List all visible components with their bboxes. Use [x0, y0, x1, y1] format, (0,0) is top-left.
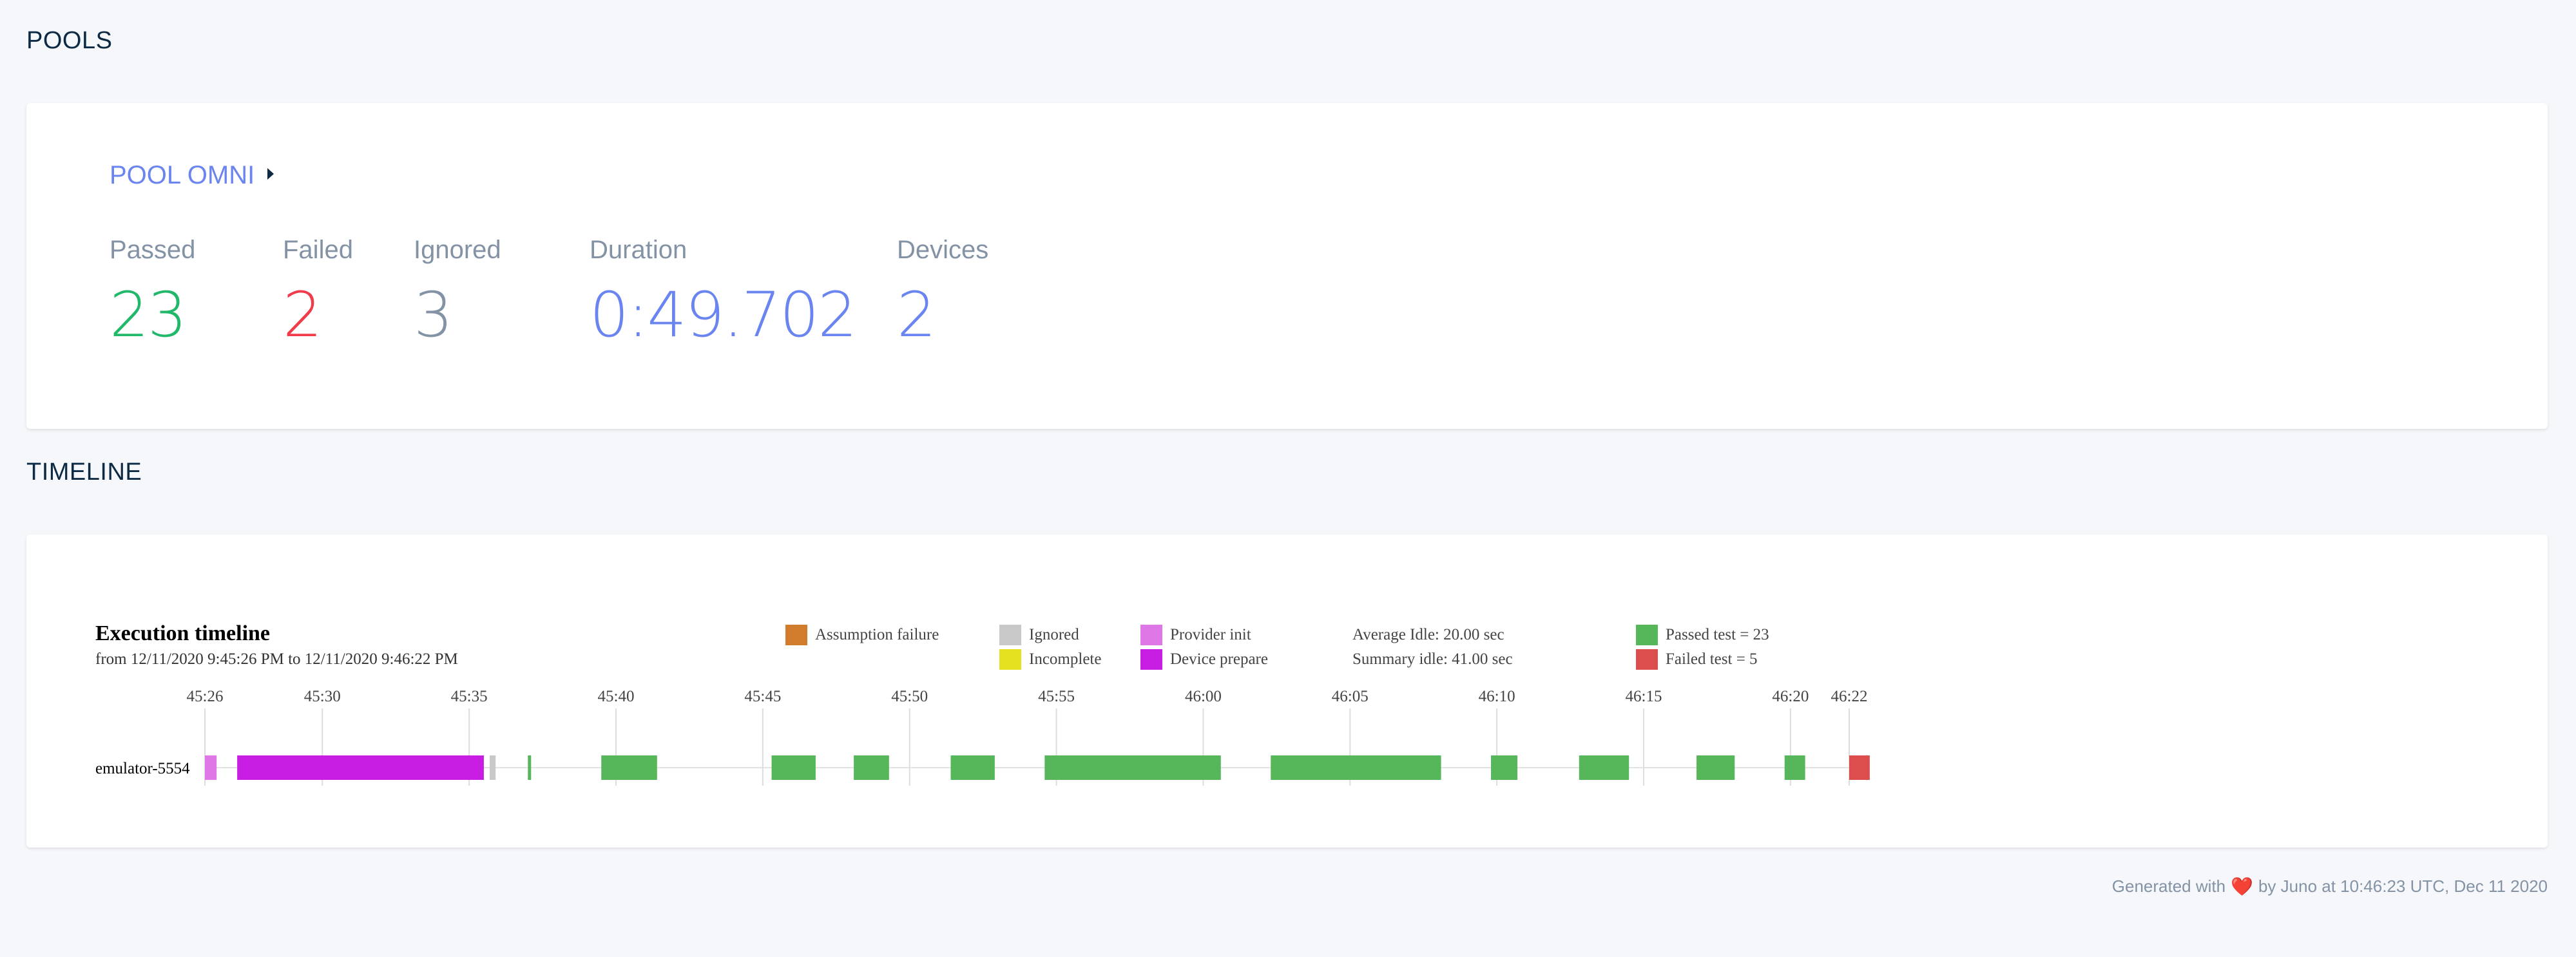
x-tick-label: 45:26	[187, 688, 224, 705]
row-device-label: emulator-5554	[95, 760, 190, 777]
legend-provider-init: Provider init	[1140, 625, 1251, 645]
footer-suffix: by Juno at 10:46:23 UTC, Dec 11 2020	[2258, 876, 2548, 896]
legend-label: Ignored	[1029, 626, 1079, 643]
legend-failed: Failed test = 5	[1636, 649, 1758, 670]
heart-icon: ❤️	[2231, 876, 2253, 896]
timeline-segment-passed	[1579, 755, 1629, 780]
stat-label: Ignored	[414, 236, 501, 264]
x-tick-label: 46:05	[1332, 688, 1369, 705]
stat-value: 3	[414, 279, 453, 351]
x-tick-label: 46:20	[1772, 688, 1809, 705]
stat-ignored: Ignored 3	[414, 236, 501, 351]
legend-swatch	[999, 649, 1021, 670]
legend-swatch	[1636, 649, 1658, 670]
stat-value: 2	[283, 279, 322, 351]
timeline-segment-device-prepare	[237, 755, 484, 780]
stat-label: Failed	[283, 236, 353, 264]
legend-swatch	[785, 625, 807, 645]
stat-value: 2	[897, 279, 936, 351]
legend-label: Device prepare	[1170, 650, 1268, 668]
timeline-section-title: TIMELINE	[26, 459, 142, 486]
timeline-title: Execution timeline	[95, 621, 271, 645]
x-tick-label: 46:10	[1479, 688, 1515, 705]
footer: Generated with ❤️ by Juno at 10:46:23 UT…	[2112, 876, 2548, 897]
pool-card: POOL OMNI Passed 23 Failed 2 Ignored 3 D…	[26, 103, 2548, 429]
legend-incomplete: Incomplete	[999, 649, 1101, 670]
timeline-segment-passed	[1784, 755, 1805, 780]
x-tick-label: 45:55	[1038, 688, 1075, 705]
timeline-segment-passed	[601, 755, 657, 780]
timeline-chart: 45:26 45:30 45:35 45:40 45:45 45:50 45:55 46:00…	[95, 688, 1870, 786]
stat-label: Duration	[590, 236, 687, 264]
legend-label: Failed test = 5	[1666, 650, 1758, 668]
timeline-segment-passed	[950, 755, 995, 780]
stat-passed: Passed 23	[110, 236, 195, 351]
stat-devices: Devices 2	[897, 236, 988, 351]
average-idle: Average Idle: 20.00 sec	[1352, 626, 1504, 643]
timeline-subtitle: from 12/11/2020 9:45:26 PM to 12/11/2020…	[95, 650, 458, 668]
timeline-segment-passed	[854, 755, 889, 780]
timeline-segment-provider-init	[205, 755, 217, 780]
x-tick-label: 45:35	[451, 688, 488, 705]
legend-passed: Passed test = 23	[1636, 625, 1769, 645]
timeline-card: Execution timeline from 12/11/2020 9:45:…	[26, 535, 2548, 848]
pool-link[interactable]: POOL OMNI	[110, 161, 274, 190]
legend-label: Assumption failure	[815, 626, 939, 643]
stat-value: 0:49.702	[590, 279, 857, 351]
timeline-segment-passed	[528, 755, 532, 780]
x-tick-label: 45:30	[304, 688, 341, 705]
legend-label: Passed test = 23	[1666, 626, 1769, 643]
timeline-segment-passed	[1044, 755, 1221, 780]
stat-duration: Duration 0:49.702	[590, 236, 857, 351]
timeline-segment-ignored	[490, 755, 496, 780]
stat-failed: Failed 2	[283, 236, 353, 351]
legend-label: Provider init	[1170, 626, 1251, 643]
legend-swatch	[1636, 625, 1658, 645]
stat-value: 23	[110, 279, 187, 351]
legend-swatch	[1140, 649, 1162, 670]
pools-section-title: POOLS	[26, 27, 113, 54]
timeline-segment-passed	[771, 755, 816, 780]
stat-label: Devices	[897, 236, 989, 264]
x-tick-label: 46:00	[1185, 688, 1222, 705]
legend-swatch	[1140, 625, 1162, 645]
timeline-segment-passed	[1271, 755, 1441, 780]
pool-name: POOL OMNI	[110, 161, 255, 189]
timeline-segment-passed	[1491, 755, 1518, 780]
summary-idle: Summary idle: 41.00 sec	[1352, 650, 1513, 668]
x-tick-label: 46:15	[1626, 688, 1662, 705]
legend-swatch	[999, 625, 1021, 645]
timeline-segment-failed	[1849, 755, 1870, 780]
x-tick-label: 45:40	[598, 688, 635, 705]
x-tick-label: 46:22	[1831, 688, 1868, 705]
legend-device-prepare: Device prepare	[1140, 649, 1268, 670]
timeline-segment-passed	[1697, 755, 1735, 780]
x-tick-label: 45:45	[744, 688, 781, 705]
stat-label: Passed	[110, 236, 196, 264]
legend-label: Incomplete	[1029, 650, 1102, 668]
legend-assumption-failure: Assumption failure	[785, 625, 939, 645]
legend-ignored: Ignored	[999, 625, 1079, 645]
footer-prefix: Generated with	[2111, 876, 2226, 896]
x-tick-label: 45:50	[891, 688, 928, 705]
caret-right-icon	[267, 167, 274, 180]
